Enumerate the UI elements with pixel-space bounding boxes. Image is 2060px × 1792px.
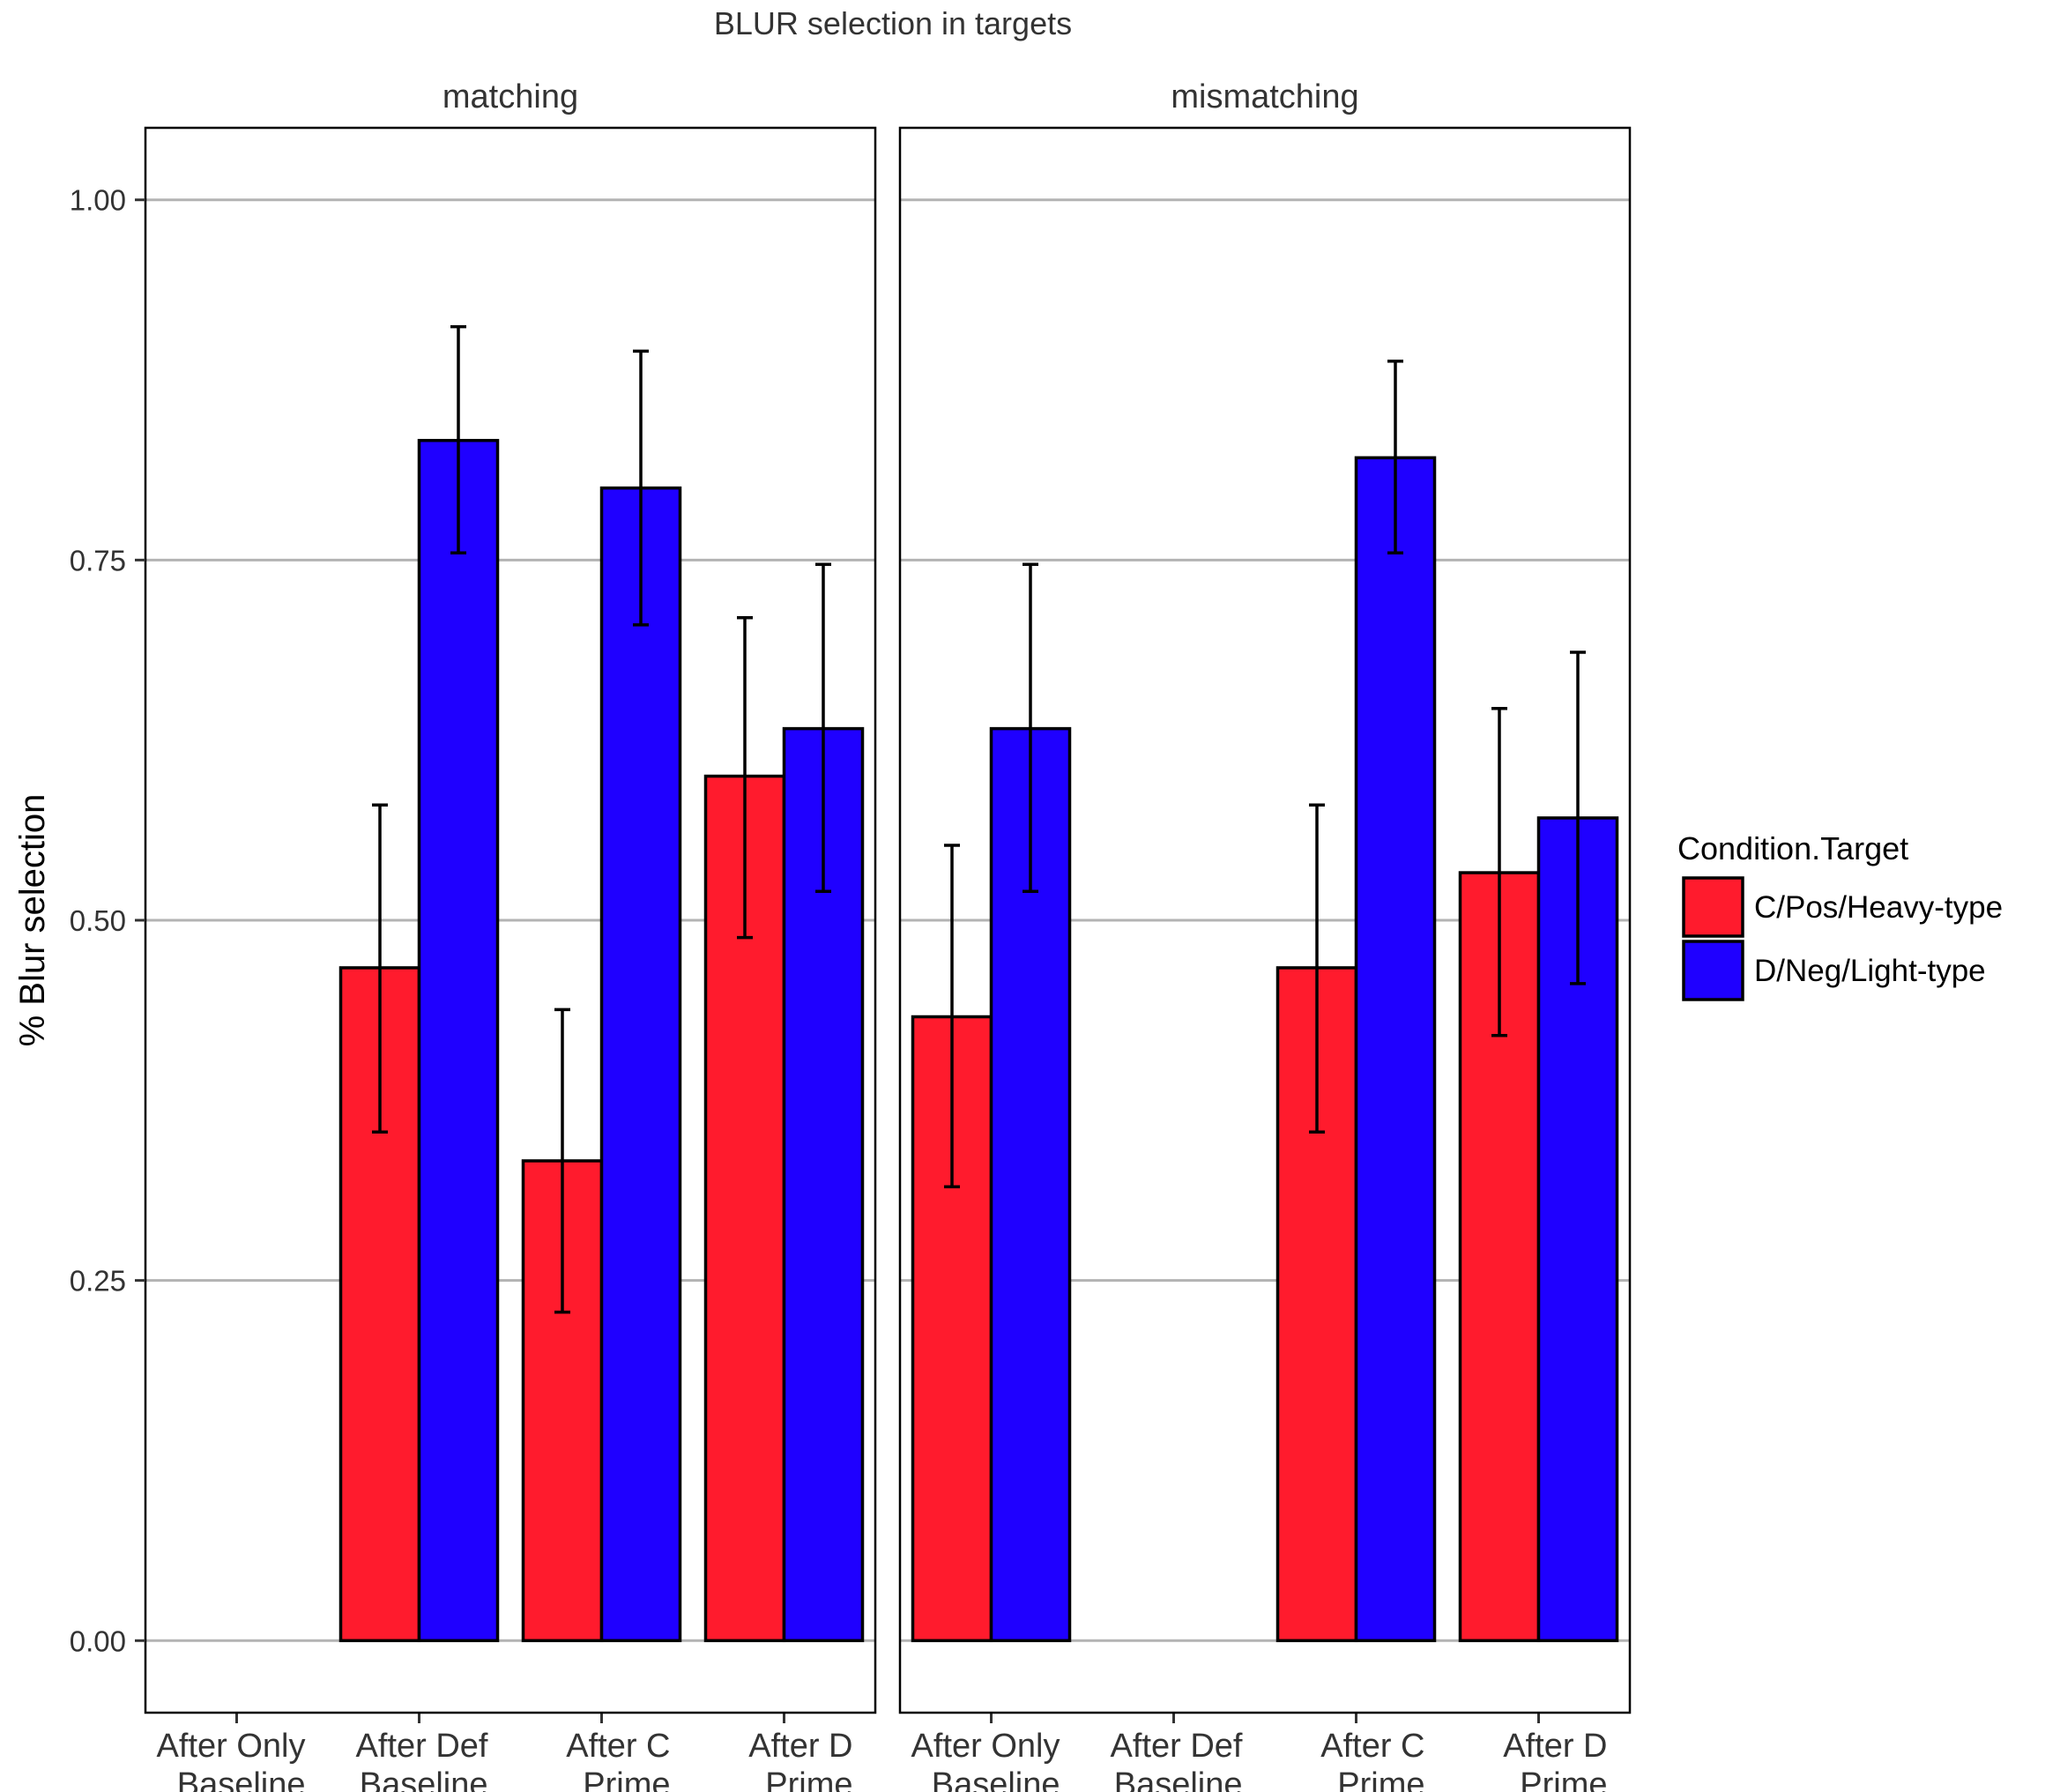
legend-swatch <box>1682 876 1744 938</box>
x-tick-label: Prime <box>1520 1766 1607 1792</box>
chart-title: BLUR selection in targets <box>714 5 1072 41</box>
legend-item: C/Pos/Heavy-type <box>1682 876 2003 938</box>
error-bar <box>554 1008 570 1314</box>
x-tick-label: After Only <box>157 1728 306 1765</box>
legend-title: Condition.Target <box>1677 830 1908 866</box>
y-tick-label: 0.75 <box>70 544 126 576</box>
error-bar <box>450 324 466 554</box>
y-tick-label: 0.00 <box>70 1625 126 1657</box>
error-bar <box>1491 706 1507 1037</box>
x-tick-label: After Only <box>911 1728 1060 1765</box>
bar-d-neg-light <box>417 438 500 1643</box>
x-tick-label: After C <box>566 1728 670 1765</box>
y-axis-label: % Blur selection <box>13 794 52 1047</box>
y-tick-label: 0.50 <box>70 904 126 937</box>
legend: Condition.Target C/Pos/Heavy-type D/Neg/Li… <box>1677 830 2003 1001</box>
x-tick-label: After C <box>1320 1728 1424 1765</box>
x-tick-label: After Def <box>356 1728 488 1765</box>
legend-item: D/Neg/Light-type <box>1682 940 1986 1001</box>
error-bar <box>815 562 831 894</box>
x-tick-label: After Def <box>1111 1728 1243 1765</box>
error-bar <box>633 349 649 627</box>
x-tick-label: Baseline <box>1114 1766 1243 1792</box>
panel-label: mismatching <box>1171 78 1358 115</box>
y-tick-label: 0.25 <box>70 1265 126 1298</box>
error-bar <box>1309 803 1325 1134</box>
x-tick-label: Baseline <box>360 1766 488 1792</box>
x-tick-label: Prime <box>1337 1766 1424 1792</box>
x-tick-label: Prime <box>583 1766 670 1792</box>
x-tick-label: After D <box>748 1728 852 1765</box>
error-bar <box>944 844 960 1189</box>
error-bar <box>1023 562 1038 894</box>
error-bar <box>372 803 388 1134</box>
x-tick-label: Prime <box>765 1766 852 1792</box>
error-bar <box>1570 651 1586 985</box>
legend-swatch <box>1682 940 1744 1001</box>
y-tick-label: 1.00 <box>70 184 126 217</box>
legend-label: D/Neg/Light-type <box>1754 954 1986 988</box>
legend-label: C/Pos/Heavy-type <box>1754 890 2003 925</box>
panel-border <box>898 126 1632 1714</box>
x-tick-label: After D <box>1503 1728 1607 1765</box>
error-bar <box>1387 360 1403 554</box>
error-bar <box>737 615 753 940</box>
panel-label: matching <box>442 78 578 115</box>
x-tick-label: Baseline <box>177 1766 306 1792</box>
bar-d-neg-light <box>599 486 682 1643</box>
x-tick-label: Baseline <box>932 1766 1060 1792</box>
bar-c-pos-heavy <box>521 1159 604 1643</box>
y-axis: 0.00 0.25 0.50 0.75 1.00 <box>70 184 145 1657</box>
bar-d-neg-light <box>1354 456 1437 1643</box>
